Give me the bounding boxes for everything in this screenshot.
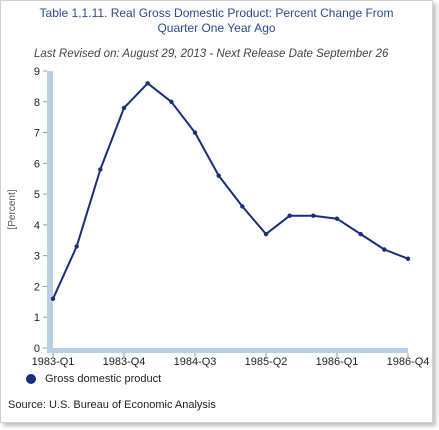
data-point [121,105,127,111]
line-chart: 0 1 2 3 4 5 6 7 8 9 [Percent] 1983-Q1 1983-Q4 1984-Q3… [7,66,430,368]
data-point [287,213,292,218]
x-tick-label: 1983-Q1 [32,356,75,368]
data-point [98,167,103,172]
data-point [74,244,79,249]
chart-title-line-1: Table 1.1.11. Real Gross Domestic Produc… [39,6,394,20]
chart-title-line-2: Quarter One Year Ago [157,21,276,35]
x-tick-label: 1986-Q4 [387,356,430,368]
data-point [216,173,221,178]
data-point [358,231,363,237]
data-point [405,256,411,261]
y-axis-label: [Percent] [7,189,18,229]
data-point [382,247,387,252]
y-tick-label: 7 [34,128,40,140]
y-tick-label: 8 [34,97,40,109]
x-tick-label: 1985-Q2 [245,356,288,368]
data-point [50,296,56,301]
y-axis-band [47,71,53,348]
legend-label: Gross domestic product [45,373,162,385]
data-point [311,213,316,218]
data-point [145,81,150,86]
series-line-gross-domestic-product [52,82,409,300]
y-tick-label: 1 [34,312,40,324]
x-tick-label: 1984-Q3 [174,356,217,368]
chart-title: Table 1.1.11. Real Gross Domestic Produc… [1,6,432,36]
data-point [263,231,269,237]
legend-marker [26,374,36,384]
x-axis-band [47,348,408,353]
data-point [240,204,245,209]
y-tick-label: 6 [34,158,40,170]
y-tick-label: 4 [34,220,40,232]
y-tick-label: 2 [34,281,40,293]
y-tick-label: 0 [34,343,40,355]
x-tick-label: 1983-Q4 [103,356,146,368]
chart-subtitle: Last Revised on: August 29, 2013 - Next … [34,48,389,60]
legend: Gross domestic product [26,373,161,385]
y-tick-label: 9 [34,66,40,78]
y-tick-label: 3 [34,251,40,263]
x-tick-label: 1986-Q1 [316,356,359,368]
data-point [192,130,198,135]
source-note: Source: U.S. Bureau of Economic Analysis [8,399,216,411]
y-tick-label: 5 [34,189,40,201]
chart-frame: Table 1.1.11. Real Gross Domestic Produc… [0,0,433,423]
data-point [334,216,340,221]
data-point [169,99,174,104]
